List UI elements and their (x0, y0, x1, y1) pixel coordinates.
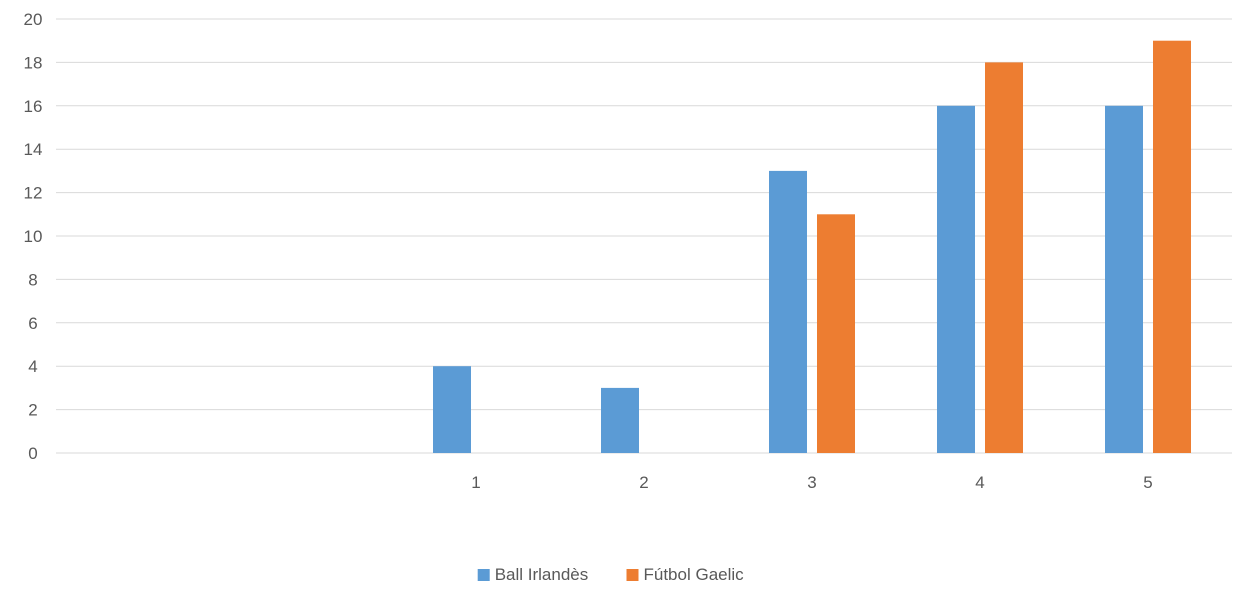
x-tick-label: 3 (807, 473, 816, 492)
bar-series2 (1153, 40, 1191, 453)
y-tick-label: 6 (28, 314, 37, 333)
bar-series1 (601, 387, 639, 453)
bar-series1 (433, 366, 471, 453)
gridlines (56, 18, 1232, 454)
y-tick-label: 16 (24, 97, 43, 116)
legend-swatch (626, 569, 639, 581)
bar-series1 (1105, 105, 1143, 454)
y-tick-label: 10 (24, 227, 43, 246)
bars (433, 40, 1191, 454)
x-tick-label: 1 (471, 473, 480, 492)
y-tick-label: 2 (28, 401, 37, 420)
x-axis-ticks: 1 2 3 4 5 (471, 473, 1152, 492)
y-tick-label: 0 (28, 444, 37, 463)
x-tick-label: 5 (1143, 473, 1152, 492)
bar-series2 (817, 214, 855, 453)
legend-swatch (477, 569, 490, 581)
legend: Ball Irlandès Fútbol Gaelic (477, 565, 745, 584)
legend-label: Ball Irlandès (495, 565, 589, 584)
y-tick-label: 20 (24, 10, 43, 29)
legend-label: Fútbol Gaelic (644, 565, 745, 584)
y-tick-label: 18 (24, 53, 43, 72)
y-tick-label: 8 (28, 270, 37, 289)
bar-series1 (769, 170, 807, 453)
x-tick-label: 2 (639, 473, 648, 492)
bar-series1 (937, 105, 975, 454)
x-tick-label: 4 (975, 473, 984, 492)
y-tick-label: 12 (24, 184, 43, 203)
bar-series2 (985, 62, 1023, 454)
y-tick-label: 14 (24, 140, 43, 159)
y-tick-label: 4 (28, 357, 37, 376)
y-axis-ticks: 0 2 4 6 8 10 12 14 16 18 20 (24, 10, 43, 463)
